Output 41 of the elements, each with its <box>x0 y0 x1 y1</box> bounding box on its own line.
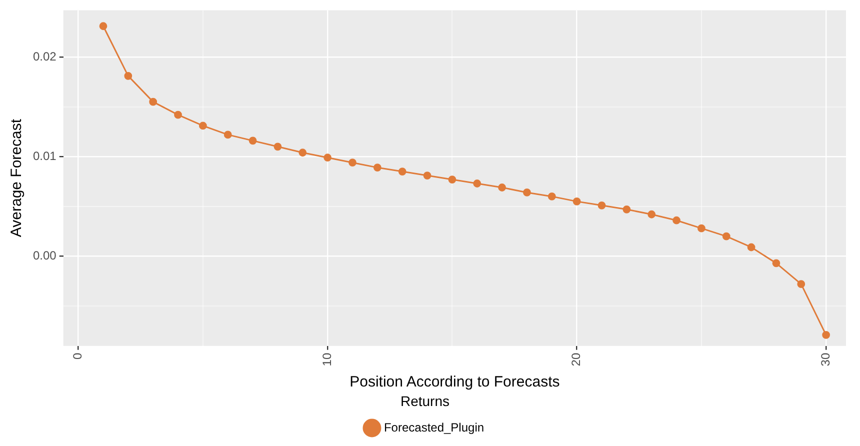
point <box>198 122 207 130</box>
point <box>373 164 382 172</box>
legend-title: Returns <box>400 393 450 410</box>
point <box>697 224 706 232</box>
point <box>398 168 406 176</box>
point <box>174 110 182 119</box>
x-tick-label: 30 <box>818 352 832 366</box>
point <box>298 148 307 157</box>
point <box>548 192 556 200</box>
x-tick-label: 10 <box>320 352 334 366</box>
x-tick-label: 20 <box>569 352 584 366</box>
point <box>598 201 606 210</box>
y-tick-label: 0.01 <box>32 148 57 163</box>
point <box>224 130 232 139</box>
point <box>672 216 680 224</box>
point <box>124 72 132 80</box>
point <box>149 98 158 106</box>
point <box>797 280 806 288</box>
y-tick-label: 0.02 <box>32 49 57 64</box>
point <box>498 184 506 192</box>
y-axis-title: Average Forecast <box>8 118 26 238</box>
point <box>448 176 456 184</box>
point <box>274 142 282 151</box>
point <box>473 180 482 188</box>
point <box>648 210 656 218</box>
point <box>822 330 830 339</box>
point <box>523 188 531 196</box>
x-tick-label: 0 <box>70 352 85 360</box>
point <box>772 259 780 268</box>
x-axis-title: Position According to Forecasts <box>350 373 560 390</box>
point <box>747 243 756 252</box>
point <box>99 22 108 30</box>
point <box>348 158 356 167</box>
point <box>423 172 432 180</box>
legend-label: Forecasted_Plugin <box>384 420 484 434</box>
point <box>622 205 631 214</box>
point <box>572 197 581 206</box>
point <box>248 136 257 145</box>
y-tick-label: 0.00 <box>32 248 57 263</box>
point <box>324 154 332 162</box>
point <box>722 232 730 240</box>
